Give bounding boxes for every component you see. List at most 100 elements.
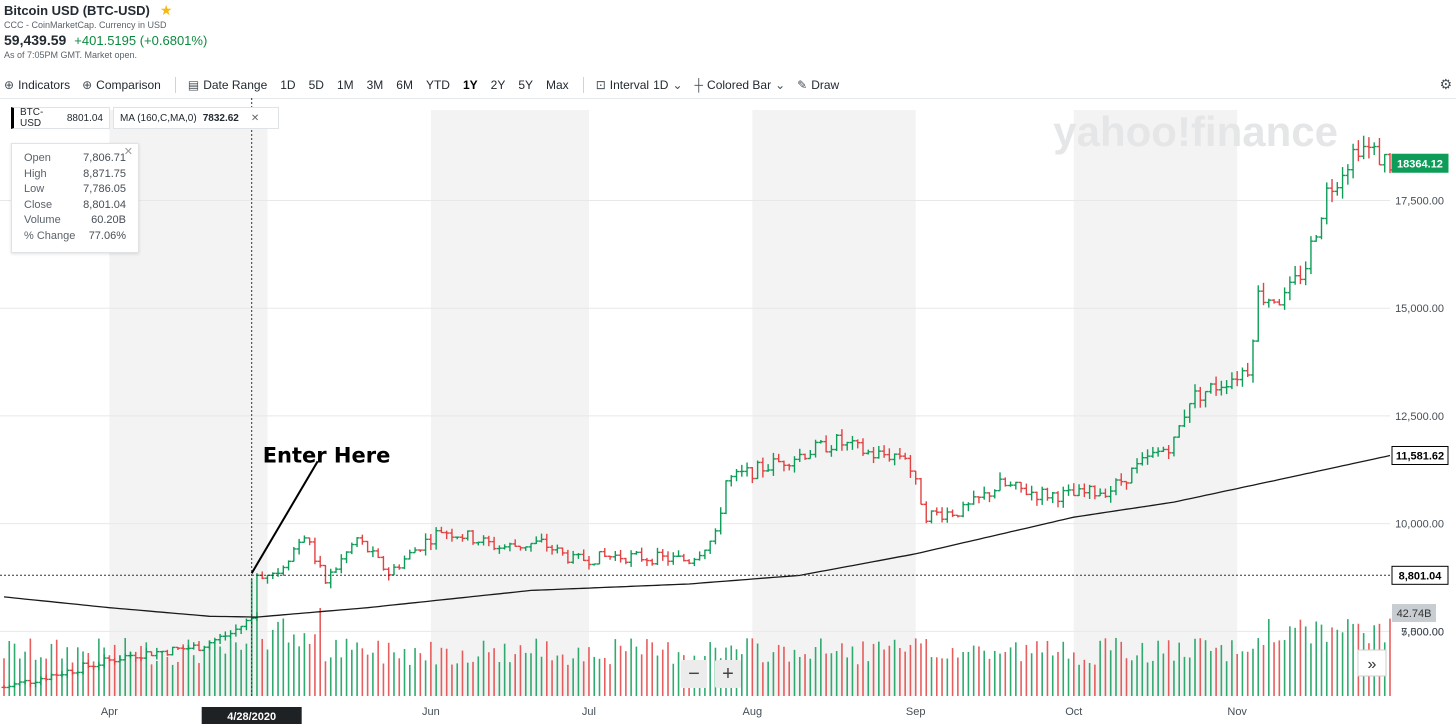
month-band [752,110,916,696]
chart-toolbar: ⊕ Indicators ⊕ Comparison ▤ Date Range 1D 5D… [0,72,1456,99]
plus-icon: + [722,662,734,685]
range-tab-1m[interactable]: 1M [336,78,354,92]
quote-as-of: As of 7:05PM GMT. Market open. [4,50,138,60]
interval-label: Interval [609,78,650,92]
x-tick-label: Nov [1227,706,1247,718]
date-range-label: Date Range [203,78,268,92]
moving-average-line [3,454,1391,618]
comparison-button[interactable]: ⊕ Comparison [82,78,161,92]
low-label: Low [24,183,45,195]
interval-icon: ⊡ [595,78,606,92]
last-price-label: 18364.12 [1397,158,1443,170]
ma-legend-value: 7832.62 [202,112,239,124]
month-band [430,110,589,696]
range-tab-2y[interactable]: 2Y [490,78,506,92]
bar-chart-icon: ┼ [694,78,704,92]
quote-price: 59,439.59 [4,32,67,48]
indicators-button[interactable]: ⊕ Indicators [4,78,70,92]
zoom-out-button[interactable]: − [681,660,707,688]
range-tab-5y[interactable]: 5Y [518,78,534,92]
plus-circle-icon: ⊕ [82,78,93,92]
pencil-icon: ✎ [797,78,808,92]
x-tick-label: Apr [101,706,118,718]
volume-label: Volume [24,214,61,226]
minus-icon: − [688,662,700,685]
toolbar-divider [582,77,584,93]
ohlc-tooltip: ✕ Open 7,806.71 High 8,871.75 Low 7,786.05 … [11,143,139,253]
indicators-label: Indicators [18,78,71,92]
range-tab-max[interactable]: Max [546,78,569,92]
crosshair-date-label: 4/28/2020 [227,711,276,723]
double-chevron-icon: » [1368,656,1377,673]
crosshair-price-label: 8,801.04 [1399,570,1443,582]
comparison-label: Comparison [96,78,161,92]
range-tab-1y[interactable]: 1Y [462,78,478,92]
draw-label: Draw [811,78,840,92]
x-tick-label: Jun [422,706,440,718]
close-icon[interactable]: ✕ [250,112,260,124]
annotation-label: Enter Here [263,443,391,467]
quote-title: Bitcoin USD (BTC-USD) [4,3,150,18]
crosshair-date-bg [201,707,302,724]
pct-change-value: 77.06% [88,229,126,242]
chevron-down-icon: ⌄ [672,78,683,92]
ma-legend[interactable]: MA (160,C,MA,0) 7832.62 ✕ [113,107,279,129]
y-tick-label: 17,500.00 [1395,195,1444,207]
high-value: 8,871.75 [83,167,126,180]
x-tick-label: Sep [906,706,926,718]
quote-change: +401.5195 (+0.6801%) [74,33,208,48]
quote-header: Bitcoin USD (BTC-USD) ★ CCC - CoinMarket… [4,2,207,60]
y-tick-label: 10,000.00 [1395,519,1444,531]
close-icon[interactable]: ✕ [123,146,133,158]
annotation-pointer-line [250,460,319,574]
calendar-icon: ▤ [187,78,200,92]
x-tick-label: Jul [582,706,596,718]
zoom-in-button[interactable]: + [715,660,741,688]
ma-last-label: 11,581.62 [1396,450,1444,462]
close-value: 8,801.04 [83,198,126,211]
pct-change-label: % Change [24,229,76,242]
volume-value: 60.20B [91,214,126,226]
gear-icon[interactable]: ⚙ [1439,76,1452,92]
crosshair-price-label-bg [1391,565,1449,585]
x-tick-label: Oct [1065,706,1082,718]
low-value: 7,786.05 [83,183,126,195]
price-chart[interactable]: 7,500.00 10,000.00 12,500.00 15,000.00 17,50… [0,98,1456,728]
chevron-down-icon: ⌄ [775,78,786,92]
range-tabs: 1D 5D 1M 3M 6M YTD 1Y 2Y 5Y Max [267,78,568,92]
y-tick-label: 7,500.00 [1401,626,1444,638]
ma-last-label-bg [1391,445,1449,465]
volume-tick-label: 5,000.00 [1401,627,1444,639]
chart-type-button[interactable]: ┼ Colored Bar ⌄ [695,78,786,92]
x-tick-label: Aug [743,706,763,718]
symbol-legend[interactable]: BTC-USD 8801.04 [11,107,110,129]
y-tick-label: 15,000.00 [1395,303,1444,315]
plus-circle-icon: ⊕ [4,78,15,92]
chart-type-label: Colored Bar [707,78,772,92]
volume-label-bg [1392,603,1436,622]
volume-last-label: 42.74B [1397,608,1432,620]
yahoo-finance-watermark: yahoo!finance [1053,108,1338,155]
high-label: High [24,167,47,180]
range-tab-1d[interactable]: 1D [280,78,296,92]
interval-value: 1D [653,78,669,92]
y-tick-label: 12,500.00 [1395,411,1444,423]
range-tab-3m[interactable]: 3M [366,78,384,92]
symbol-legend-label: BTC-USD [20,107,44,129]
interval-button[interactable]: ⊡ Interval 1D ⌄ [596,78,683,92]
range-tab-5d[interactable]: 5D [308,78,324,92]
month-band [1073,110,1238,696]
symbol-legend-value: 8801.04 [66,112,103,124]
draw-button[interactable]: ✎ Draw [797,78,839,92]
open-value: 7,806.71 [83,152,126,164]
expand-button-bg [1357,649,1387,677]
quote-source: CCC - CoinMarketCap. Currency in USD [4,20,167,30]
toolbar-divider [174,77,176,93]
star-icon[interactable]: ★ [159,2,173,18]
open-label: Open [24,152,51,164]
range-tab-ytd[interactable]: YTD [425,78,450,92]
close-label: Close [24,198,53,211]
range-tab-6m[interactable]: 6M [396,78,413,92]
date-range-button[interactable]: ▤ Date Range [188,78,267,92]
last-price-label-bg [1391,153,1449,173]
